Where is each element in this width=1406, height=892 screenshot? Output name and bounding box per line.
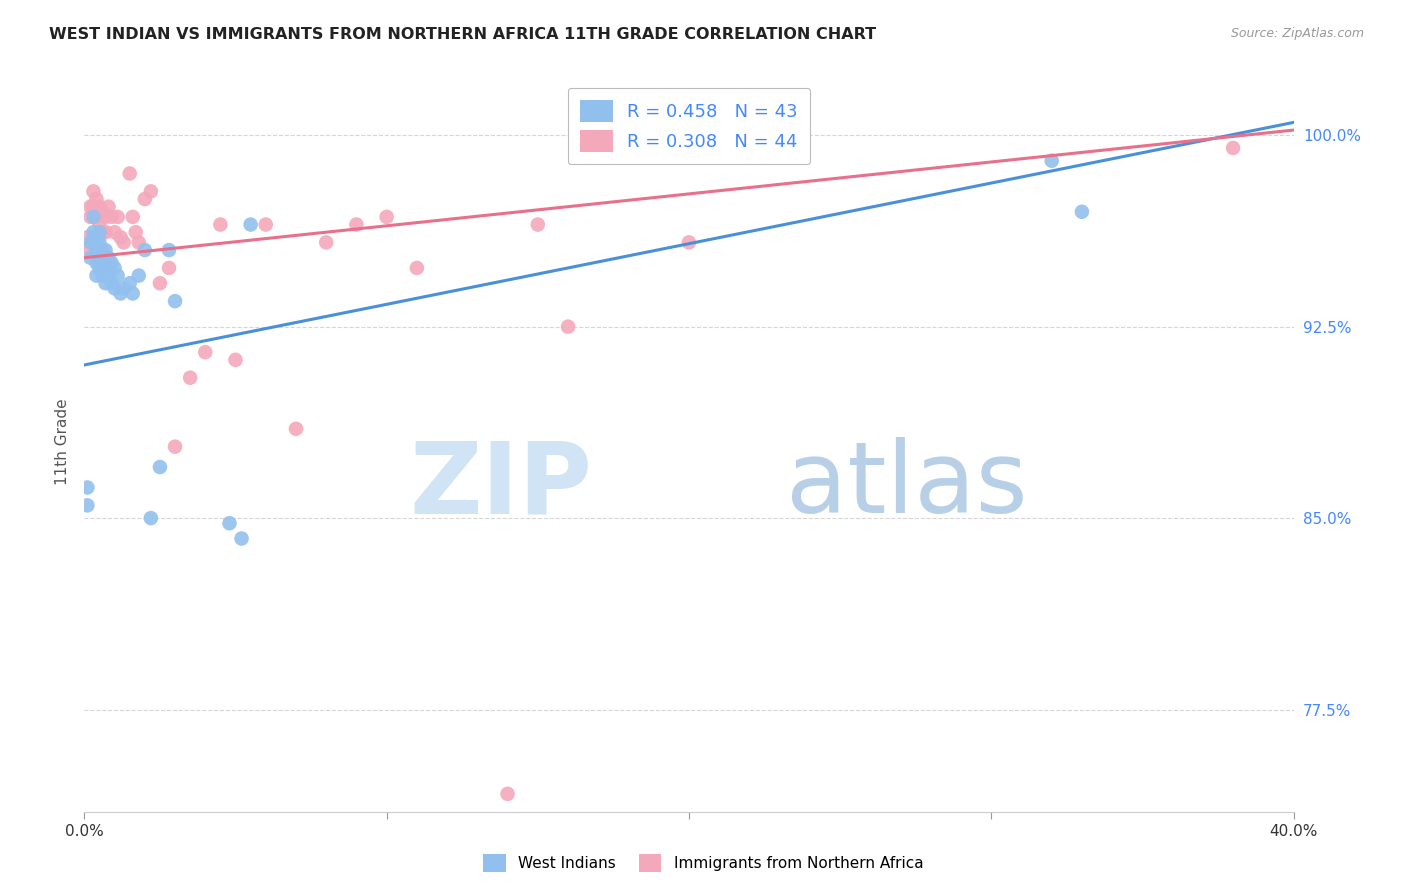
Point [79,235,101,250]
Point [157,243,180,257]
Point [89,260,111,275]
Point [107,210,129,224]
Point [91,204,114,219]
Point [89,225,111,239]
Point [179,370,201,384]
Point [89,251,111,265]
Point [76,481,98,495]
Point [149,277,172,291]
Point [315,235,337,250]
Point [239,218,262,232]
Point [94,243,117,257]
Point [89,200,111,214]
Text: atlas: atlas [786,437,1028,534]
Point [94,225,117,239]
Legend: West Indians, Immigrants from Northern Africa: West Indians, Immigrants from Northern A… [475,846,931,880]
Point [406,260,429,275]
Point [112,281,135,295]
Point [100,210,122,224]
Point [94,277,117,291]
Legend: R = 0.458   N = 43, R = 0.308   N = 44: R = 0.458 N = 43, R = 0.308 N = 44 [568,87,810,164]
Point [82,185,104,199]
Point [112,235,135,250]
Point [86,192,108,206]
Point [100,277,122,291]
Point [194,345,217,359]
Point [97,200,120,214]
Point [82,225,104,239]
Point [110,286,132,301]
Point [107,268,129,283]
Text: Source: ZipAtlas.com: Source: ZipAtlas.com [1230,27,1364,40]
Point [375,210,398,224]
Point [157,260,180,275]
Point [139,511,162,525]
Point [79,200,101,214]
Point [89,235,111,250]
Point [121,286,143,301]
Point [104,260,127,275]
Point [165,294,187,309]
Point [134,243,156,257]
Point [86,268,108,283]
Point [1222,141,1244,155]
Point [97,251,120,265]
Point [149,460,172,475]
Point [678,235,700,250]
Point [110,230,132,244]
Point [86,256,108,270]
Point [285,422,308,436]
Point [79,210,101,224]
Point [118,277,141,291]
Point [91,256,114,270]
Text: ZIP: ZIP [409,437,592,534]
Point [91,225,114,239]
Point [100,256,122,270]
Point [128,268,150,283]
Point [86,243,108,257]
Point [496,787,519,801]
Point [104,281,127,295]
Point [89,218,111,232]
Point [557,319,579,334]
Point [91,268,114,283]
Point [121,210,143,224]
Point [79,251,101,265]
Point [125,225,148,239]
Point [231,532,253,546]
Point [76,499,98,513]
Point [97,268,120,283]
Point [1040,153,1063,168]
Point [165,440,187,454]
Point [134,192,156,206]
Point [139,185,162,199]
Point [94,260,117,275]
Point [1071,204,1094,219]
Point [91,243,114,257]
Point [76,243,98,257]
Point [225,352,247,367]
Point [86,235,108,250]
Point [104,225,127,239]
Point [82,230,104,244]
Text: WEST INDIAN VS IMMIGRANTS FROM NORTHERN AFRICA 11TH GRADE CORRELATION CHART: WEST INDIAN VS IMMIGRANTS FROM NORTHERN … [49,27,876,42]
Point [94,210,117,224]
Point [346,218,368,232]
Point [527,218,550,232]
Point [82,210,104,224]
Point [254,218,277,232]
Point [82,200,104,214]
Point [128,235,150,250]
Point [118,166,141,180]
Point [209,218,232,232]
Y-axis label: 11th Grade: 11th Grade [55,398,70,485]
Point [218,516,240,531]
Point [86,210,108,224]
Point [76,230,98,244]
